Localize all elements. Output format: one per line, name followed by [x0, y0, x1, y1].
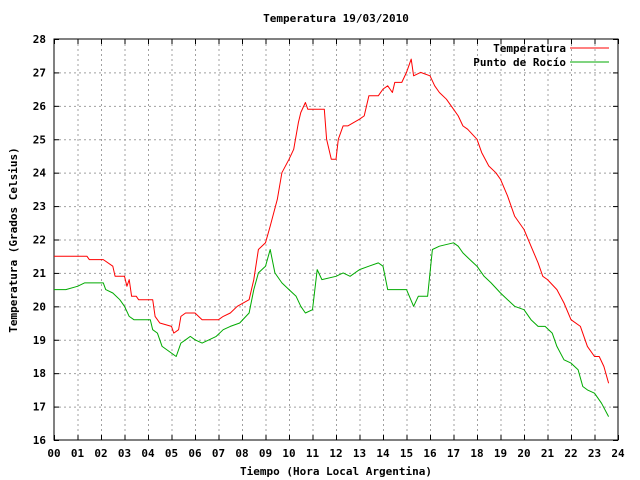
x-tick-label: 05 — [165, 447, 178, 460]
y-tick-label: 18 — [33, 367, 46, 380]
y-tick-label: 19 — [33, 334, 46, 347]
x-tick-label: 20 — [517, 447, 530, 460]
x-tick-label: 13 — [353, 447, 366, 460]
y-tick-label: 22 — [33, 234, 46, 247]
x-tick-label: 12 — [329, 447, 342, 460]
y-tick-label: 27 — [33, 66, 46, 79]
y-axis-label: Temperatura (Grados Celsius) — [7, 147, 20, 332]
legend: Temperatura Punto de Rocío — [473, 42, 609, 69]
x-tick-label: 14 — [376, 447, 390, 460]
x-tick-label: 09 — [259, 447, 272, 460]
x-tick-label: 00 — [47, 447, 60, 460]
y-tick-label: 16 — [33, 434, 47, 447]
axis-ticks: 00 01 02 03 04 05 06 07 08 09 10 11 12 13 14 15 16 17 18 19… — [33, 33, 625, 460]
legend-label-punto-de-rocio: Punto de Rocío — [473, 56, 566, 69]
chart-title: Temperatura 19/03/2010 — [263, 12, 409, 25]
y-tick-label: 21 — [33, 267, 47, 280]
x-tick-label: 11 — [306, 447, 320, 460]
grid — [54, 39, 618, 440]
x-tick-label: 01 — [71, 447, 85, 460]
x-tick-label: 22 — [564, 447, 577, 460]
x-tick-label: 19 — [494, 447, 507, 460]
x-tick-label: 07 — [212, 447, 225, 460]
x-tick-label: 10 — [282, 447, 295, 460]
y-tick-label: 17 — [33, 401, 46, 414]
x-tick-label: 23 — [588, 447, 601, 460]
y-tick-label: 25 — [33, 133, 46, 146]
y-tick-label: 24 — [33, 167, 47, 180]
legend-label-temperatura: Temperatura — [493, 42, 566, 55]
x-tick-label: 15 — [400, 447, 413, 460]
y-tick-label: 23 — [33, 200, 46, 213]
x-tick-label: 17 — [447, 447, 460, 460]
y-tick-label: 28 — [33, 33, 46, 46]
x-tick-label: 02 — [94, 447, 107, 460]
x-tick-label: 21 — [541, 447, 555, 460]
x-tick-label: 04 — [141, 447, 155, 460]
x-tick-label: 16 — [423, 447, 437, 460]
x-tick-label: 08 — [235, 447, 248, 460]
x-axis-label: Tiempo (Hora Local Argentina) — [240, 465, 432, 478]
y-tick-label: 26 — [33, 100, 47, 113]
y-tick-label: 20 — [33, 300, 46, 313]
x-tick-label: 06 — [188, 447, 202, 460]
x-tick-label: 03 — [118, 447, 131, 460]
x-tick-label: 18 — [470, 447, 483, 460]
punto-de-rocio-line — [54, 242, 610, 417]
temperatura-line — [54, 58, 610, 384]
x-tick-label: 24 — [611, 447, 625, 460]
series-layer — [54, 58, 610, 417]
